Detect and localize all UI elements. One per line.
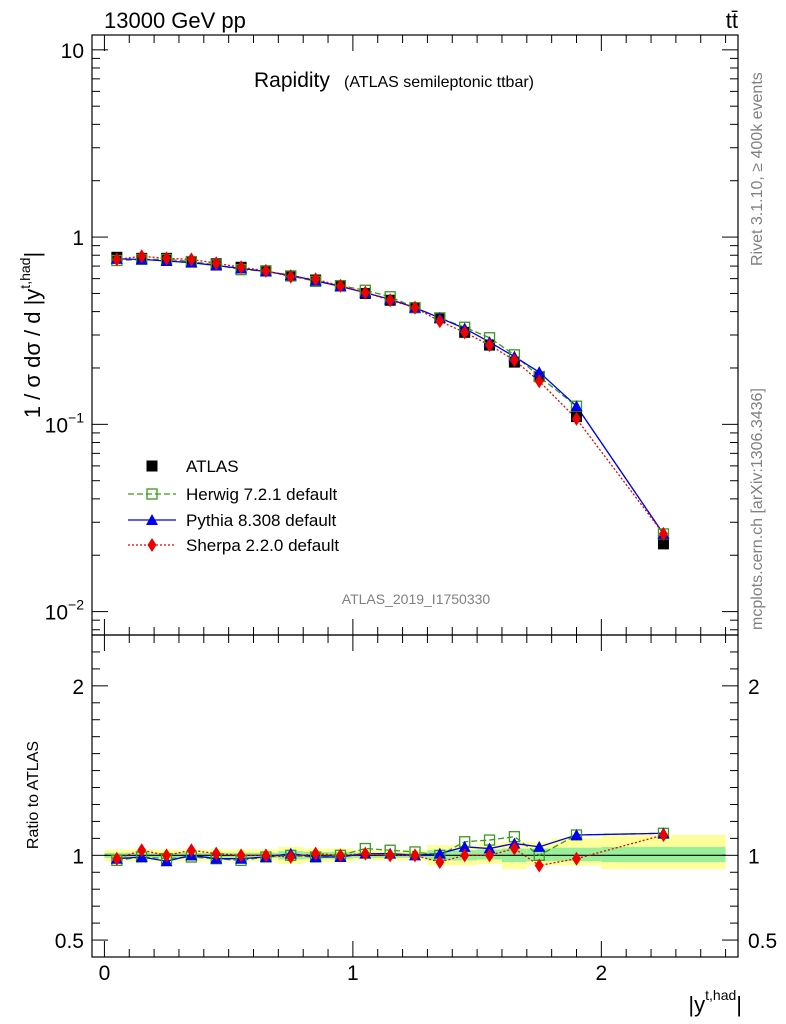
ratio-series-pythia xyxy=(116,832,664,862)
data-point-sherpa xyxy=(311,272,321,287)
ratio-point-sherpa xyxy=(509,841,519,856)
ratio-x-axis-label: |yt,had| xyxy=(688,987,742,1017)
uncertainty-band-inner xyxy=(601,846,726,863)
ratio-line-sherpa xyxy=(116,834,664,867)
ratio-y-tick-label-left: 1 xyxy=(72,845,84,868)
data-point-sherpa xyxy=(286,269,296,284)
ratio-point-sherpa xyxy=(410,848,420,863)
legend-label-atlas: ATLAS xyxy=(186,457,239,476)
main-plot-title: Rapidity xyxy=(254,69,330,92)
ratio-plot-frame xyxy=(91,634,739,958)
ratio-y-tick-label-left: 0.5 xyxy=(55,930,84,953)
data-point-sherpa xyxy=(236,260,246,275)
y-tick-label: 1 xyxy=(72,227,84,250)
legend-marker-pythia xyxy=(146,514,158,525)
ratio-point-sherpa xyxy=(211,846,221,861)
x-tick-label: 0 xyxy=(99,962,111,985)
ratio-y-tick-label-right: 2 xyxy=(748,676,760,699)
series-herwig xyxy=(116,258,664,535)
legend-marker-sherpa xyxy=(147,538,157,552)
data-point-sherpa xyxy=(137,249,147,264)
ratio-point-sherpa xyxy=(137,843,147,858)
data-point-sherpa xyxy=(261,263,271,278)
legend-label-herwig: Herwig 7.2.1 default xyxy=(186,485,337,504)
process-label: tt̄ xyxy=(726,8,738,33)
markers-sherpa xyxy=(112,249,668,541)
ratio-point-sherpa xyxy=(385,848,395,863)
data-point-pythia xyxy=(570,400,583,412)
data-point-pythia xyxy=(533,366,546,378)
ratio-point-pythia xyxy=(533,840,546,852)
ratio-point-sherpa xyxy=(572,851,581,866)
main-y-axis-label: 1 / σ dσ / d |yt,had| xyxy=(17,252,45,418)
ratio-point-pythia xyxy=(483,842,496,854)
data-point-sherpa xyxy=(360,285,370,300)
ratio-point-sherpa xyxy=(286,850,296,865)
data-point-sherpa xyxy=(485,338,495,353)
y-tick-label: 10 xyxy=(61,40,84,63)
ratio-point-sherpa xyxy=(485,848,495,863)
ratio-point-sherpa xyxy=(335,848,345,863)
energy-label: 13000 GeV pp xyxy=(104,8,246,33)
main-plot-subtitle: (ATLAS semileptonic ttbar) xyxy=(344,74,534,91)
ratio-point-sherpa xyxy=(311,846,321,861)
legend-marker-herwig xyxy=(146,488,158,500)
ratio-line-herwig xyxy=(116,832,664,862)
data-point-sherpa xyxy=(186,252,196,267)
data-point-sherpa xyxy=(509,353,519,368)
ratio-series-herwig xyxy=(116,832,664,862)
ratio-point-sherpa xyxy=(112,851,122,866)
rivet-label: Rivet 3.1.10, ≥ 400k events xyxy=(749,72,766,266)
ratio-point-sherpa xyxy=(658,827,668,842)
ratio-plot-panel: 0.5 0.5 1 1 2 2 0 1 2 Ratio to ATLAS |yt,had| xyxy=(25,634,777,1017)
ratio-y-tick-label-left: 2 xyxy=(72,676,84,699)
data-point-sherpa xyxy=(211,256,221,271)
legend-marker-atlas xyxy=(146,460,158,472)
ratio-point-sherpa xyxy=(162,848,172,863)
legend: ATLAS Herwig 7.2.1 default Pythia 8.308 de… xyxy=(128,457,339,555)
ratio-point-pythia xyxy=(458,840,471,852)
ratio-point-sherpa xyxy=(460,848,470,863)
ratio-point-pythia xyxy=(433,847,446,859)
data-point-sherpa xyxy=(410,300,420,315)
ratio-markers-sherpa xyxy=(112,827,668,873)
ratio-point-sherpa xyxy=(360,846,370,861)
x-tick-label: 2 xyxy=(596,962,608,985)
x-tick-label: 1 xyxy=(347,962,359,985)
ratio-series-sherpa xyxy=(116,834,664,867)
analysis-id-label: ATLAS_2019_I1750330 xyxy=(342,591,491,607)
main-plot-panel: 10−2 10−1 1 10 Rapidity (ATLAS semileptonic… xyxy=(17,34,739,636)
data-point-atlas xyxy=(657,538,669,550)
data-point-sherpa xyxy=(335,278,345,293)
data-point-sherpa xyxy=(572,411,581,426)
y-tick-label: 10−1 xyxy=(45,409,85,437)
svg-text:1 / σ dσ / d |yt,had|: 1 / σ dσ / d |yt,had| xyxy=(17,252,45,418)
data-point-sherpa xyxy=(112,252,122,267)
svg-text:|yt,had|: |yt,had| xyxy=(688,987,742,1017)
mcplots-label: mcplots.cern.ch [arXiv:1306.3436] xyxy=(749,388,766,630)
ratio-point-pythia xyxy=(570,828,583,840)
ratio-point-sherpa xyxy=(534,858,544,873)
ratio-line-pythia xyxy=(116,832,664,862)
ratio-point-sherpa xyxy=(186,843,196,858)
legend-label-pythia: Pythia 8.308 default xyxy=(186,511,337,530)
y-tick-label: 10−2 xyxy=(45,597,85,625)
ratio-y-tick-label-right: 0.5 xyxy=(748,930,777,953)
data-point-sherpa xyxy=(534,374,544,389)
legend-label-sherpa: Sherpa 2.2.0 default xyxy=(186,536,339,555)
ratio-point-sherpa xyxy=(261,848,271,863)
data-point-sherpa xyxy=(435,314,445,329)
ratio-point-sherpa xyxy=(435,855,445,870)
data-point-sherpa xyxy=(162,251,172,266)
ratio-y-axis-label: Ratio to ATLAS xyxy=(25,741,42,849)
ratio-y-tick-label-right: 1 xyxy=(748,845,760,868)
data-point-sherpa xyxy=(385,293,395,308)
data-point-sherpa xyxy=(658,526,668,541)
series-line-herwig xyxy=(116,258,664,535)
data-point-sherpa xyxy=(460,325,470,340)
ratio-point-sherpa xyxy=(236,848,246,863)
